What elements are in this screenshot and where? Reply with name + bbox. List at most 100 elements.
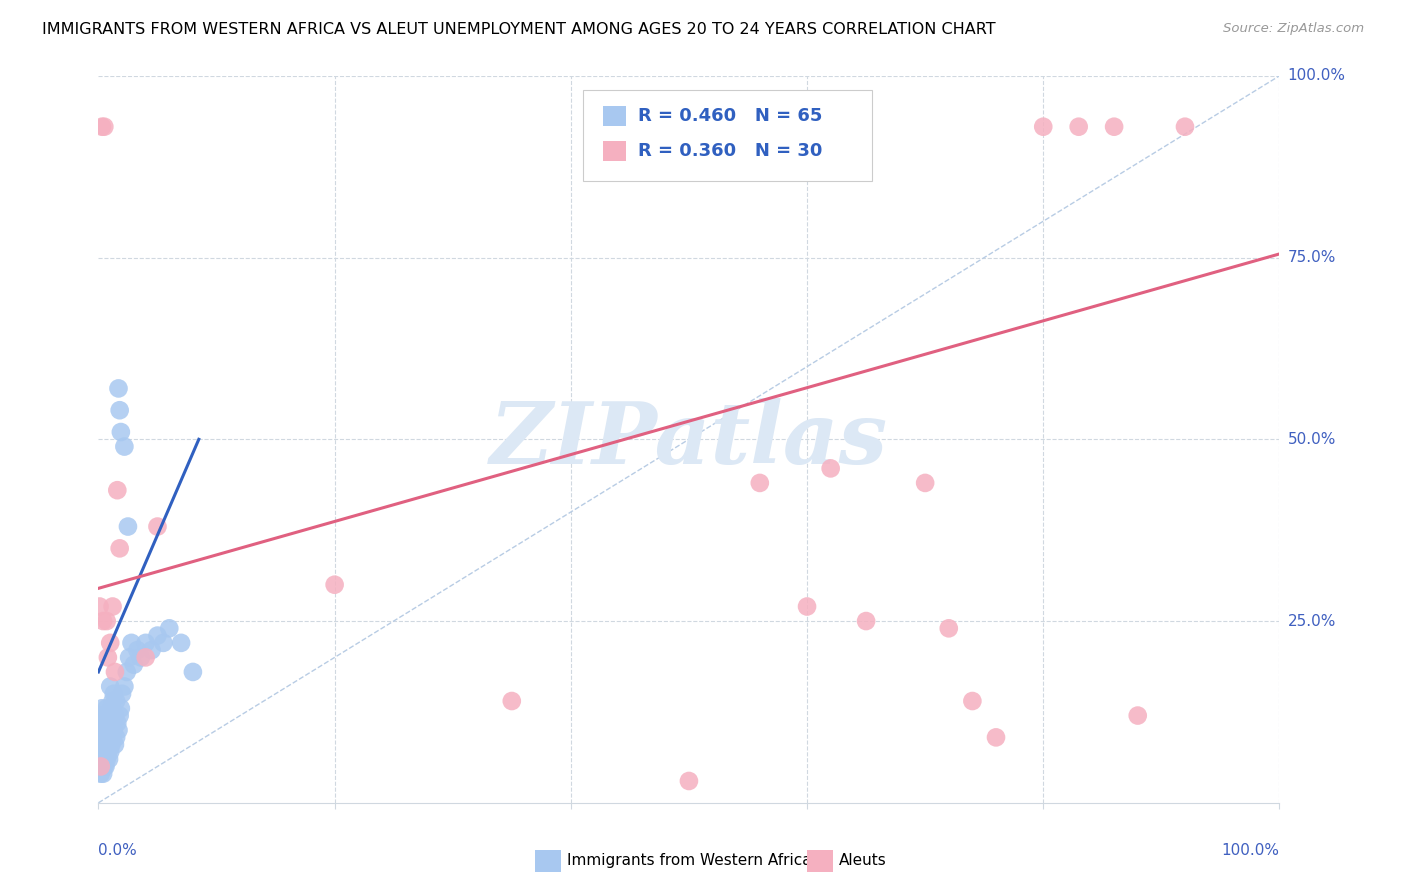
Point	[90, 738, 112, 752]
Point	[98, 723, 121, 737]
Point	[93, 759, 115, 773]
Point	[91, 701, 114, 715]
Point	[118, 650, 141, 665]
Point	[98, 680, 121, 694]
Point	[103, 723, 125, 737]
Point	[104, 738, 127, 752]
Point	[108, 708, 131, 723]
Point	[98, 708, 121, 723]
Point	[90, 759, 112, 773]
Point	[1032, 120, 1054, 134]
Point	[914, 475, 936, 490]
Point	[181, 665, 204, 679]
Point	[96, 731, 118, 745]
Point	[93, 708, 115, 723]
Point	[97, 715, 120, 730]
Point	[127, 643, 149, 657]
Point	[122, 657, 145, 672]
Point	[105, 715, 128, 730]
Point	[90, 752, 112, 766]
Point	[105, 694, 128, 708]
FancyBboxPatch shape	[536, 850, 561, 871]
Point	[91, 752, 114, 766]
Point	[97, 650, 120, 665]
Point	[1174, 120, 1197, 134]
Point	[107, 723, 129, 737]
Point	[96, 614, 118, 628]
Text: R = 0.460   N = 65: R = 0.460 N = 65	[638, 107, 823, 125]
Point	[89, 723, 111, 737]
Point	[820, 461, 842, 475]
Text: ZIPatlas: ZIPatlas	[489, 398, 889, 481]
FancyBboxPatch shape	[807, 850, 832, 871]
Point	[91, 766, 114, 780]
Point	[1126, 708, 1149, 723]
Point	[90, 708, 112, 723]
Point	[89, 599, 111, 614]
Text: 100.0%: 100.0%	[1288, 69, 1346, 83]
Point	[90, 766, 112, 780]
Point	[91, 745, 114, 759]
Point	[796, 599, 818, 614]
Point	[89, 759, 111, 773]
Point	[129, 650, 152, 665]
Text: Immigrants from Western Africa: Immigrants from Western Africa	[567, 853, 811, 868]
FancyBboxPatch shape	[603, 105, 626, 126]
Point	[1067, 120, 1090, 134]
FancyBboxPatch shape	[603, 141, 626, 161]
Point	[135, 650, 157, 665]
Text: 100.0%: 100.0%	[1222, 843, 1279, 858]
Point	[501, 694, 523, 708]
FancyBboxPatch shape	[582, 90, 872, 181]
Point	[135, 636, 157, 650]
Point	[97, 745, 120, 759]
Point	[91, 731, 114, 745]
Point	[110, 701, 132, 715]
Point	[962, 694, 984, 708]
Point	[107, 381, 129, 395]
Point	[146, 519, 169, 533]
Text: 0.0%: 0.0%	[98, 843, 138, 858]
Point	[91, 715, 114, 730]
Text: 50.0%: 50.0%	[1288, 432, 1336, 447]
Point	[141, 643, 163, 657]
Point	[91, 614, 114, 628]
Point	[98, 636, 121, 650]
Text: IMMIGRANTS FROM WESTERN AFRICA VS ALEUT UNEMPLOYMENT AMONG AGES 20 TO 24 YEARS C: IMMIGRANTS FROM WESTERN AFRICA VS ALEUT …	[42, 22, 995, 37]
Point	[1102, 120, 1125, 134]
Point	[323, 578, 346, 592]
Point	[170, 636, 193, 650]
Point	[104, 708, 127, 723]
Point	[678, 774, 700, 789]
Point	[91, 120, 114, 134]
Point	[938, 621, 960, 635]
Point	[100, 701, 122, 715]
Point	[94, 723, 117, 737]
Point	[108, 403, 131, 417]
Point	[91, 759, 114, 773]
Text: 75.0%: 75.0%	[1288, 250, 1336, 265]
Text: R = 0.360   N = 30: R = 0.360 N = 30	[638, 142, 823, 160]
Point	[89, 745, 111, 759]
Point	[984, 731, 1007, 745]
Point	[105, 731, 128, 745]
Point	[96, 701, 118, 715]
Point	[115, 665, 138, 679]
Point	[91, 731, 114, 745]
Point	[94, 759, 117, 773]
Point	[112, 440, 135, 454]
Point	[108, 541, 131, 556]
Point	[111, 687, 134, 701]
Point	[146, 629, 169, 643]
Point	[152, 636, 174, 650]
Point	[101, 731, 124, 745]
Point	[93, 120, 115, 134]
Point	[121, 636, 143, 650]
Point	[157, 621, 180, 635]
Text: 25.0%: 25.0%	[1288, 614, 1336, 629]
Point	[748, 475, 770, 490]
Text: Source: ZipAtlas.com: Source: ZipAtlas.com	[1223, 22, 1364, 36]
Point	[96, 752, 118, 766]
Text: Aleuts: Aleuts	[839, 853, 887, 868]
Point	[100, 738, 122, 752]
